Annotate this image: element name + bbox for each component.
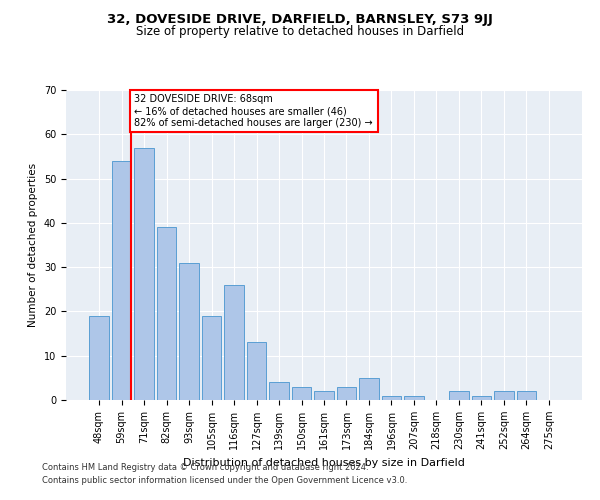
Text: 32 DOVESIDE DRIVE: 68sqm
← 16% of detached houses are smaller (46)
82% of semi-d: 32 DOVESIDE DRIVE: 68sqm ← 16% of detach… bbox=[134, 94, 373, 128]
Bar bbox=[359, 378, 379, 400]
Bar bbox=[314, 391, 334, 400]
Bar bbox=[404, 396, 424, 400]
Bar bbox=[134, 148, 154, 400]
Bar bbox=[89, 316, 109, 400]
Text: Contains HM Land Registry data © Crown copyright and database right 2024.: Contains HM Land Registry data © Crown c… bbox=[42, 464, 368, 472]
Bar bbox=[517, 391, 536, 400]
Y-axis label: Number of detached properties: Number of detached properties bbox=[28, 163, 38, 327]
Bar bbox=[202, 316, 221, 400]
Bar bbox=[292, 386, 311, 400]
Bar bbox=[112, 161, 131, 400]
Bar bbox=[179, 262, 199, 400]
Bar bbox=[224, 285, 244, 400]
Bar bbox=[449, 391, 469, 400]
Text: 32, DOVESIDE DRIVE, DARFIELD, BARNSLEY, S73 9JJ: 32, DOVESIDE DRIVE, DARFIELD, BARNSLEY, … bbox=[107, 12, 493, 26]
X-axis label: Distribution of detached houses by size in Darfield: Distribution of detached houses by size … bbox=[183, 458, 465, 468]
Bar bbox=[247, 342, 266, 400]
Bar bbox=[157, 228, 176, 400]
Bar bbox=[269, 382, 289, 400]
Bar bbox=[337, 386, 356, 400]
Text: Size of property relative to detached houses in Darfield: Size of property relative to detached ho… bbox=[136, 25, 464, 38]
Bar bbox=[494, 391, 514, 400]
Bar bbox=[382, 396, 401, 400]
Bar bbox=[472, 396, 491, 400]
Text: Contains public sector information licensed under the Open Government Licence v3: Contains public sector information licen… bbox=[42, 476, 407, 485]
